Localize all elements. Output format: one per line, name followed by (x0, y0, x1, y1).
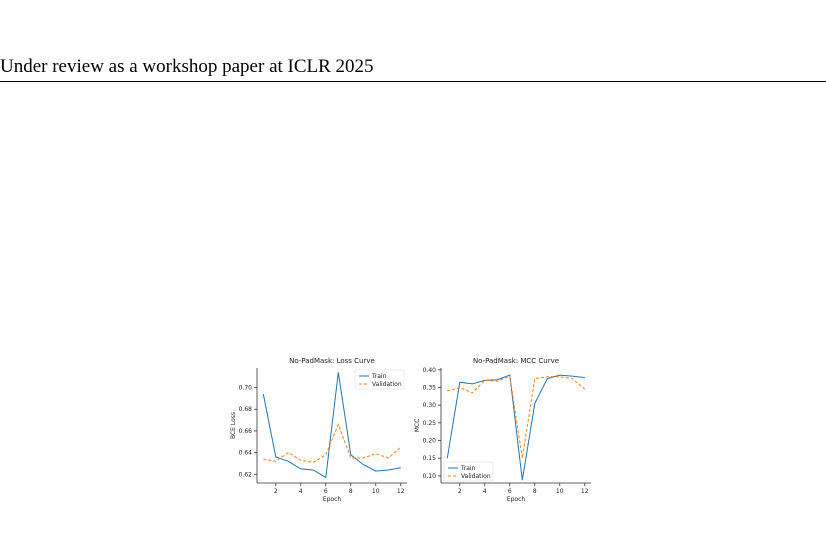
y-axis-label: MCC (414, 419, 421, 433)
legend-box (443, 461, 494, 482)
loss-curve-chart: 2 4 6 8 10 12 0.62 0.64 0.66 0.68 0.70 No-PadMask: … (230, 357, 407, 503)
x-tick-label: 10 (556, 488, 564, 495)
mcc-curve-chart: 2 4 6 8 10 12 0.10 0.15 0.20 0.25 0.30 0.35 0.40 No-P… (414, 357, 591, 503)
series-line-validation (263, 423, 402, 463)
x-tick-label: 6 (324, 488, 328, 495)
x-tick-label: 10 (372, 488, 380, 495)
legend-label-train: Train (460, 465, 476, 472)
x-axis-label: Epoch (507, 496, 526, 503)
x-tick-label: 12 (397, 488, 405, 495)
y-tick-label: 0.64 (239, 450, 253, 457)
series-line-train (262, 372, 401, 479)
y-tick-label: 0.68 (239, 406, 253, 413)
x-tick-label: 8 (349, 488, 353, 495)
series-line-train (446, 374, 585, 481)
x-tick-label: 8 (533, 488, 537, 495)
legend-box (354, 369, 405, 390)
legend-label-validation: Validation (461, 473, 491, 480)
y-tick-label: 0.10 (423, 473, 437, 480)
series-line-validation (447, 375, 586, 459)
y-axis-label: BCE Loss (230, 412, 237, 439)
legend-label-validation: Validation (372, 381, 402, 388)
header-rule (0, 81, 826, 82)
x-axis-label: Epoch (323, 496, 342, 503)
y-tick-label: 0.30 (423, 402, 437, 409)
y-tick-label: 0.70 (239, 385, 253, 392)
x-tick-label: 4 (483, 488, 487, 495)
y-tick-label: 0.25 (423, 420, 437, 427)
y-tick-label: 0.62 (239, 471, 253, 478)
y-tick-label: 0.20 (423, 438, 437, 445)
x-tick-label: 12 (581, 488, 589, 495)
chart-title: No-PadMask: MCC Curve (473, 357, 559, 365)
x-tick-label: 2 (274, 488, 278, 495)
running-header: Under review as a workshop paper at ICLR… (0, 56, 374, 77)
y-tick-label: 0.40 (423, 367, 437, 374)
x-tick-label: 2 (458, 488, 462, 495)
x-tick-label: 6 (508, 488, 512, 495)
y-tick-label: 0.15 (423, 455, 437, 462)
y-tick-label: 0.35 (423, 384, 437, 391)
chart-title: No-PadMask: Loss Curve (289, 357, 375, 365)
legend-label-train: Train (371, 373, 387, 380)
y-tick-label: 0.66 (239, 428, 253, 435)
x-tick-label: 4 (299, 488, 303, 495)
